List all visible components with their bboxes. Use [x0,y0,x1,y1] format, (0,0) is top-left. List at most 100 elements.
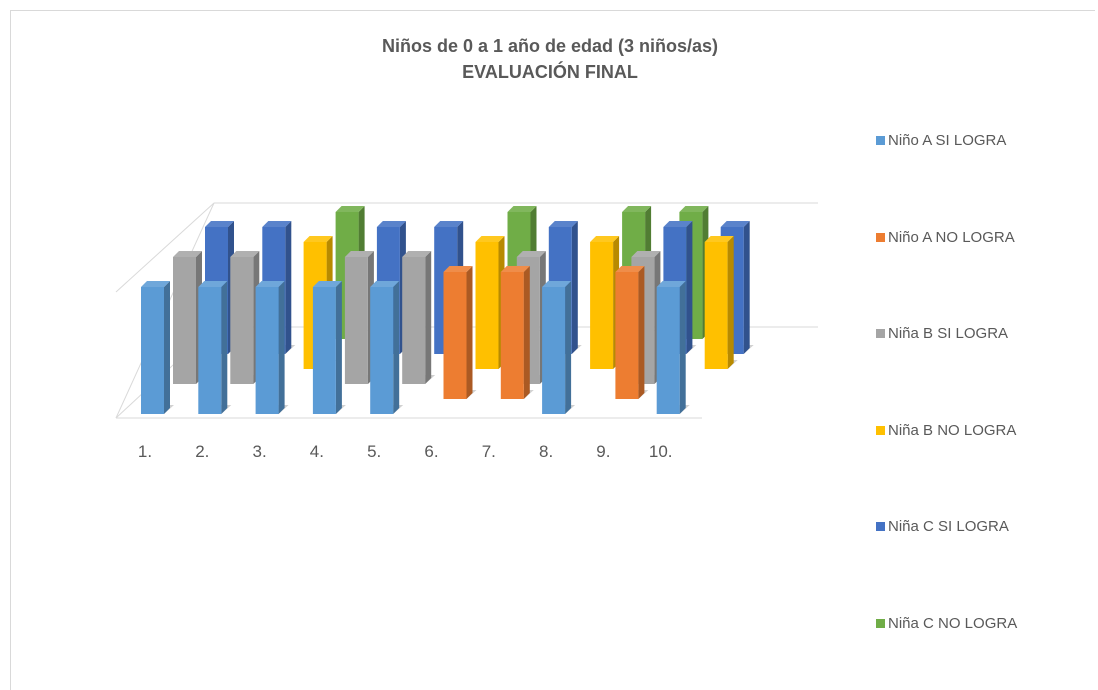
legend-swatch [876,619,885,628]
bar-top [507,206,537,212]
bar-side [466,266,473,399]
x-tick-label: 1. [138,442,152,461]
bar-top [335,206,365,212]
legend-label: Niña C SI LOGRA [888,518,1009,536]
bar-front [402,257,426,384]
bar-front [704,242,728,369]
bar-side [743,221,750,354]
bar-top [205,221,234,227]
bar-3-5 [402,251,436,384]
bar-1-3 [255,281,289,414]
legend-swatch [876,329,885,339]
x-tick-label: 9. [596,442,610,461]
bar-top [516,251,546,257]
legend-swatch [876,136,885,145]
x-tick-label: 6. [424,442,438,461]
bar-1-10 [656,281,690,414]
bar-1-5 [370,281,404,414]
bar-1-2 [198,281,232,414]
bar-4-8 [590,236,624,369]
bar-side [565,281,572,414]
bar-top [663,221,693,227]
bar-top [262,221,292,227]
bar-side [164,281,170,414]
bar-1-8 [542,281,576,414]
bar-top [443,266,473,272]
bar-front [344,257,368,384]
chart-subtitle: EVALUACIÓN FINAL [462,62,638,82]
bar-top [500,266,530,272]
bar-1-4 [312,281,346,414]
x-tick-label: 3. [253,442,267,461]
chart-title: Niños de 0 a 1 año de edad (3 niños/as) [381,36,719,56]
bar-side [285,221,292,354]
legend-swatch [876,232,885,242]
chart-frame [10,10,1095,690]
legend-item: Niña C SI LOGRA [876,518,1009,535]
legend-item: Niño A NO LOGRA [876,229,1015,246]
bar-front [198,287,222,414]
legend-label: Niño A SI LOGRA [888,132,1007,149]
bar-front [173,257,196,384]
bar-1-1 [141,281,174,414]
bar-front [656,287,680,414]
bar-top [255,281,285,287]
legend-item: Niña B SI LOGRA [876,325,1008,342]
bar-top [230,251,260,257]
bar-top [370,281,400,287]
bar-top [312,281,342,287]
x-tick-label: 4. [310,442,324,461]
bar-top [679,206,709,212]
legend-label: Niña B SI LOGRA [888,325,1009,343]
bar-top [376,221,406,227]
x-tick-label: 2. [195,442,209,461]
bar-top [720,221,750,227]
bar-top [173,251,202,257]
legend-item: Niña B NO LOGRA [876,422,1016,439]
bar-top [198,281,228,287]
bar-top [402,251,432,257]
bar-top [631,251,661,257]
bar-front [475,242,499,369]
bar-side [727,236,734,369]
bar-side [393,281,400,414]
x-tick-label: 5. [367,442,381,461]
bar-front [370,287,394,414]
bar-top [434,221,464,227]
bar-top [590,236,620,242]
bar-2-9 [615,266,649,399]
bar-side [425,251,432,384]
bar-top [141,281,170,287]
legend-swatch [876,425,885,435]
legend-swatch [876,522,885,532]
bar-top [704,236,734,242]
bar-top [615,266,645,272]
bar-side [571,221,578,354]
bar-top [344,251,374,257]
bar-front [141,287,164,414]
legend-item: Niño A SI LOGRA [876,132,1006,149]
bar-front [255,287,279,414]
bar-2-7 [500,266,534,399]
bar-2-6 [443,266,477,399]
bar-side [679,281,686,414]
bar-side [278,281,285,414]
bar-side [335,281,342,414]
legend-label: Niña B NO LOGRA [888,421,1017,439]
x-tick-label: 7. [482,442,496,461]
bar-top [622,206,652,212]
bar-4-10 [704,236,738,369]
bar-front [500,272,524,399]
bar-side [686,221,693,354]
bar-top [303,236,333,242]
legend-label: Niño A NO LOGRA [888,228,1015,246]
bar-side [638,266,645,399]
bar-front [230,257,254,384]
bar-front [312,287,336,414]
bar-front [615,272,639,399]
left-wall-diag [115,202,215,293]
bar-side [221,281,228,414]
bar-top [656,281,686,287]
bar-top [548,221,578,227]
